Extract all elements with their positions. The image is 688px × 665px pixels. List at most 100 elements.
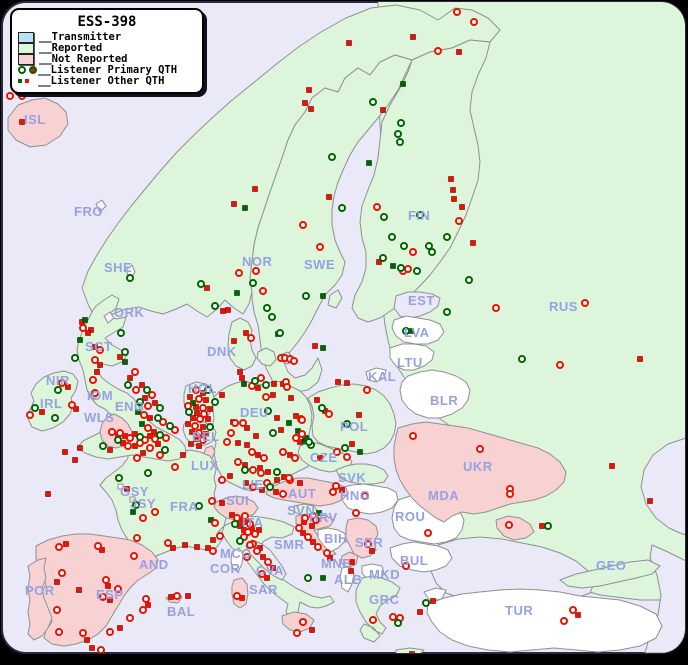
marker-listener-other-qth-red [270,392,276,398]
marker-listener-primary-qth-red [233,592,241,600]
marker-listener-primary-qth-green [465,276,473,284]
marker-listener-other-qth-red [309,523,315,529]
marker-listener-primary-qth-red [227,429,235,437]
marker-listener-primary-qth-green [264,407,272,415]
country-cri [495,515,535,541]
country-label-bul: BUL [400,553,428,568]
marker-listener-primary-qth-red [455,217,463,225]
marker-listener-primary-qth-red [251,530,259,538]
country-label-blr: BLR [430,393,458,408]
country-label-gsy: GSY [120,484,149,499]
country-label-sui: SUI [226,493,249,508]
country-label-alb: ALB [334,572,362,587]
country-label-bal: BAL [167,604,195,619]
country-svk [335,463,389,485]
country-gbr [76,294,187,462]
marker-listener-primary-qth-red [218,476,226,484]
marker-listener-other-qth-green [390,263,396,269]
country-label-fro: FRO [74,204,103,219]
marker-listener-primary-qth-red [55,628,63,636]
marker-listener-other-qth-red [637,356,643,362]
marker-listener-primary-qth-green [31,404,39,412]
marker-listener-other-qth-red [127,375,133,381]
marker-listener-primary-qth-green [302,292,310,300]
marker-listener-primary-qth-green [114,436,122,444]
marker-listener-primary-qth-red [199,404,207,412]
marker-listener-other-qth-red [309,627,315,633]
marker-listener-other-qth-red [203,431,209,437]
marker-listener-primary-qth-red [91,389,99,397]
marker-listener-other-qth-red [204,285,210,291]
country-kal [365,367,387,383]
marker-listener-other-qth-red [189,429,195,435]
marker-listener-primary-qth-green [266,483,274,491]
marker-listener-other-qth-red [260,554,266,560]
marker-listener-primary-qth-red [114,585,122,593]
country-grc [355,575,401,643]
marker-listener-other-qth-red [459,204,465,210]
marker-listener-other-qth-red [94,369,100,375]
legend-title: ESS-398 [77,14,137,30]
marker-listener-other-qth-red [409,651,415,653]
marker-listener-other-qth-red [105,583,111,589]
reported-swatch [18,42,34,54]
marker-listener-primary-qth-green [544,522,552,530]
country-hng [337,483,399,515]
marker-listener-primary-qth-red [279,490,287,498]
marker-listener-other-qth-red [244,442,250,448]
marker-listener-primary-qth-green [443,233,451,241]
country-ukr [393,421,567,523]
country-label-bel: BEL [192,429,220,444]
marker-listener-other-qth-green [122,359,128,365]
marker-listener-other-qth-red [259,487,265,493]
marker-listener-primary-qth-red [192,386,200,394]
marker-listener-other-qth-red [448,176,454,182]
marker-listener-primary-qth-red [323,549,331,557]
marker-listener-primary-qth-red [184,402,192,410]
marker-listener-other-qth-red [73,406,79,412]
green-square-icon [18,79,22,83]
marker-listener-primary-qth-red [162,434,170,442]
country-geo [559,559,661,589]
country-label-rou: ROU [395,509,425,524]
marker-listener-primary-qth-red [133,534,141,542]
marker-listener-other-qth-red [348,568,354,574]
marker-listener-primary-qth-red [409,432,417,440]
marker-listener-other-qth-red [380,107,386,113]
marker-listener-other-qth-red [235,440,241,446]
country-label-eng: ENG [115,399,145,414]
marker-listener-other-qth-red [243,480,249,486]
marker-listener-other-qth-red [255,385,261,391]
marker-listener-primary-qth-green [166,422,174,430]
marker-listener-other-qth-red [278,427,284,433]
countries-layer [7,2,685,653]
country-label-pol: POL [340,419,368,434]
country-label-iom: IOM [87,388,113,403]
marker-listener-primary-qth-red [312,516,320,524]
legend-box: ESS-398 __Transmitter __Reported __Not R… [10,8,204,94]
legend-item-label: __Listener Other QTH [38,75,165,87]
marker-listener-primary-qth-red [329,488,337,496]
marker-listener-primary-qth-red [304,533,312,541]
markers-layer [6,8,653,653]
marker-listener-primary-qth-red [470,18,478,26]
marker-listener-other-qth-red [314,397,320,403]
marker-listener-other-qth-red [45,491,51,497]
marker-listener-other-qth-red [456,49,462,55]
marker-listener-other-qth-red [253,433,259,439]
marker-listener-primary-qth-red [108,428,116,436]
country-turnw [423,587,447,602]
marker-listener-primary-qth-red [283,383,291,391]
marker-listener-primary-qth-red [581,299,589,307]
listener-other-qth-icon [18,79,38,83]
country-fro [95,199,107,213]
marker-listener-primary-qth-green [318,404,326,412]
marker-listener-primary-qth-green [236,537,244,545]
marker-listener-primary-qth-red [234,458,242,466]
marker-listener-primary-qth-green [71,354,79,362]
marker-listener-primary-qth-red [244,528,252,536]
marker-listener-primary-qth-red [285,474,293,482]
marker-listener-primary-qth-red [216,532,224,540]
